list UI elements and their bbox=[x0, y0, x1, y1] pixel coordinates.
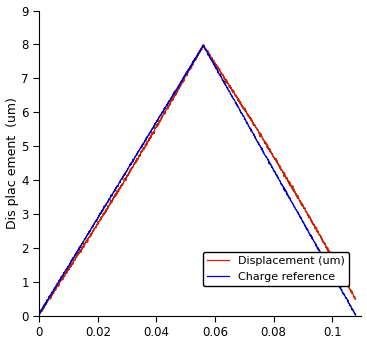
Charge reference bbox=[188, 65, 192, 69]
Displacement (um) bbox=[187, 68, 192, 72]
Y-axis label: Dis plac ement  (um): Dis plac ement (um) bbox=[6, 97, 19, 229]
Charge reference bbox=[192, 58, 197, 62]
Charge reference bbox=[187, 67, 191, 71]
Charge reference bbox=[201, 43, 206, 47]
Displacement (um) bbox=[112, 195, 116, 199]
Line: Charge reference: Charge reference bbox=[39, 45, 356, 315]
Displacement (um) bbox=[188, 66, 193, 70]
Displacement (um) bbox=[201, 43, 205, 47]
Displacement (um) bbox=[279, 168, 284, 172]
Legend: Displacement (um), Charge reference: Displacement (um), Charge reference bbox=[203, 252, 349, 286]
Charge reference bbox=[240, 111, 244, 116]
Line: Displacement (um): Displacement (um) bbox=[39, 45, 356, 314]
Displacement (um) bbox=[192, 58, 197, 62]
Charge reference bbox=[111, 190, 116, 195]
Charge reference bbox=[37, 311, 41, 315]
Displacement (um) bbox=[240, 105, 244, 109]
Displacement (um) bbox=[37, 312, 41, 316]
Charge reference bbox=[353, 313, 358, 317]
Charge reference bbox=[279, 182, 283, 186]
Displacement (um) bbox=[37, 312, 42, 316]
Displacement (um) bbox=[353, 297, 358, 301]
